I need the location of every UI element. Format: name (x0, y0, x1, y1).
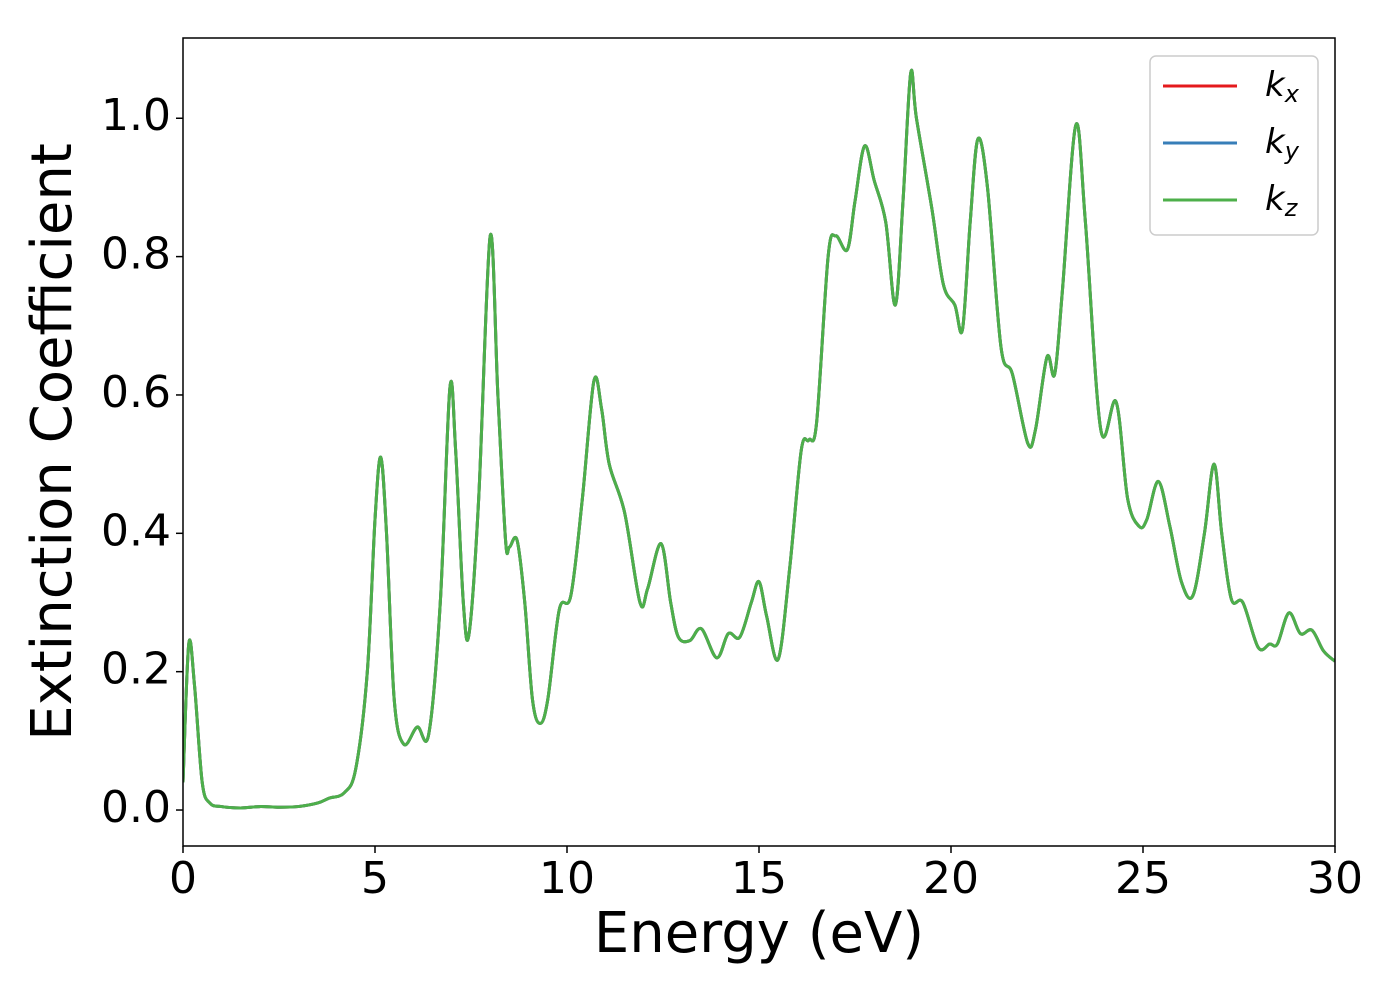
legend-label: ky (1265, 122, 1300, 166)
y-tick-label: 0.6 (101, 367, 171, 418)
line-series (183, 68, 1335, 810)
x-tick-label: 30 (1307, 853, 1363, 904)
x-axis-label: Energy (eV) (594, 901, 924, 966)
x-tick-label: 15 (731, 853, 787, 904)
x-tick-label: 0 (169, 853, 197, 904)
legend-label: kz (1265, 179, 1299, 223)
x-tick-label: 5 (361, 853, 389, 904)
y-tick-label: 0.8 (101, 229, 171, 280)
x-tick-label: 25 (1115, 853, 1171, 904)
legend-label: kx (1265, 65, 1300, 109)
legend-box (1149, 55, 1319, 236)
y-tick-label: 1.0 (101, 90, 171, 141)
y-axis-label: Extinction Coefficient (20, 143, 85, 741)
plot-frame (182, 37, 1336, 847)
y-tick-label: 0.2 (101, 644, 171, 695)
x-tick-label: 10 (539, 853, 595, 904)
x-tick-label: 20 (923, 853, 979, 904)
y-tick-label: 0.4 (101, 505, 171, 556)
y-tick-label: 0.0 (101, 782, 171, 833)
